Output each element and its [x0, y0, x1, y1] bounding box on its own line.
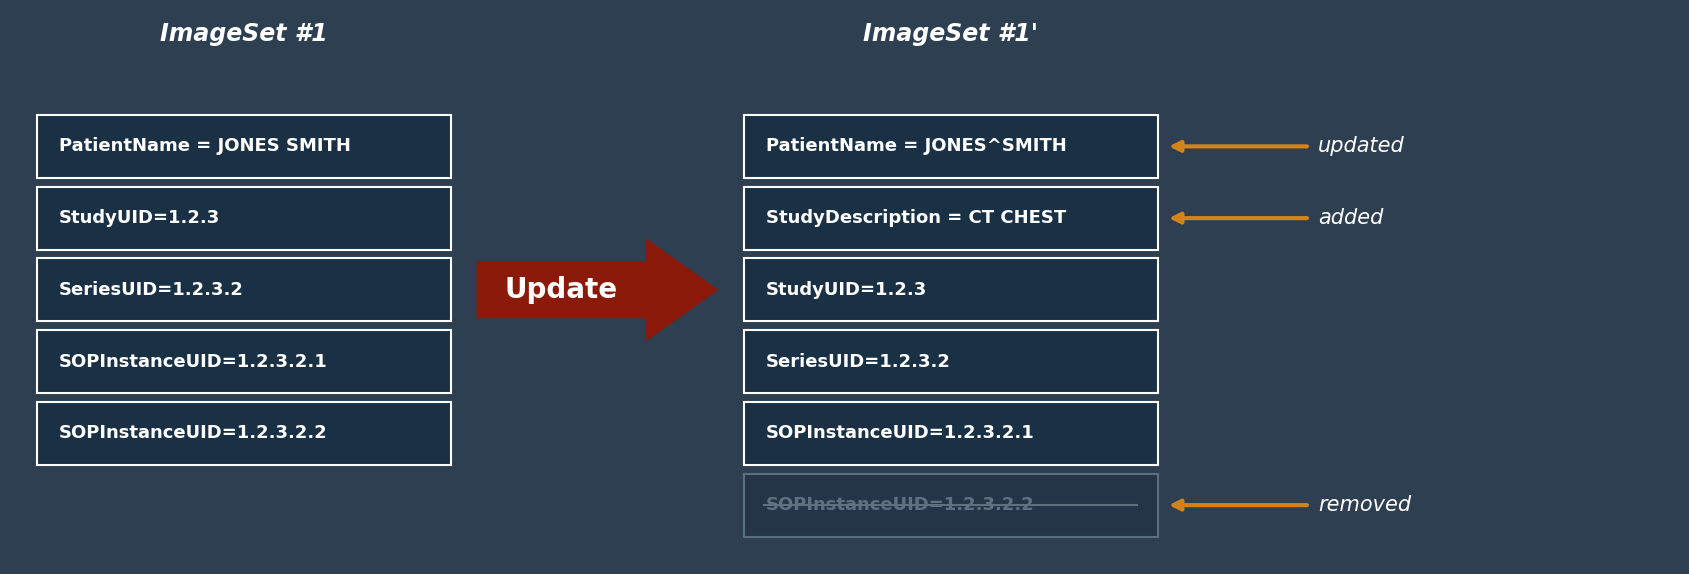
- Text: updated: updated: [1317, 137, 1404, 156]
- FancyBboxPatch shape: [743, 330, 1157, 393]
- FancyBboxPatch shape: [743, 402, 1157, 465]
- Text: SOPInstanceUID=1.2.3.2.2: SOPInstanceUID=1.2.3.2.2: [59, 424, 328, 443]
- Text: ImageSet #1': ImageSet #1': [863, 22, 1037, 46]
- Polygon shape: [476, 238, 718, 342]
- Text: PatientName = JONES SMITH: PatientName = JONES SMITH: [59, 137, 351, 156]
- Text: StudyUID=1.2.3: StudyUID=1.2.3: [59, 209, 220, 227]
- Text: removed: removed: [1317, 495, 1410, 515]
- FancyBboxPatch shape: [743, 115, 1157, 178]
- FancyBboxPatch shape: [37, 330, 451, 393]
- Text: SOPInstanceUID=1.2.3.2.1: SOPInstanceUID=1.2.3.2.1: [765, 424, 1034, 443]
- Text: ImageSet #1: ImageSet #1: [160, 22, 328, 46]
- Text: SeriesUID=1.2.3.2: SeriesUID=1.2.3.2: [765, 352, 949, 371]
- Text: Update: Update: [505, 276, 618, 304]
- Text: SOPInstanceUID=1.2.3.2.2: SOPInstanceUID=1.2.3.2.2: [765, 496, 1034, 514]
- Text: StudyUID=1.2.3: StudyUID=1.2.3: [765, 281, 926, 299]
- Text: SOPInstanceUID=1.2.3.2.1: SOPInstanceUID=1.2.3.2.1: [59, 352, 328, 371]
- Text: PatientName = JONES^SMITH: PatientName = JONES^SMITH: [765, 137, 1066, 156]
- FancyBboxPatch shape: [37, 187, 451, 250]
- FancyBboxPatch shape: [743, 258, 1157, 321]
- Text: SeriesUID=1.2.3.2: SeriesUID=1.2.3.2: [59, 281, 243, 299]
- Text: added: added: [1317, 208, 1383, 228]
- FancyBboxPatch shape: [37, 258, 451, 321]
- FancyBboxPatch shape: [743, 474, 1157, 537]
- Text: StudyDescription = CT CHEST: StudyDescription = CT CHEST: [765, 209, 1066, 227]
- FancyBboxPatch shape: [743, 187, 1157, 250]
- FancyBboxPatch shape: [37, 402, 451, 465]
- FancyBboxPatch shape: [37, 115, 451, 178]
